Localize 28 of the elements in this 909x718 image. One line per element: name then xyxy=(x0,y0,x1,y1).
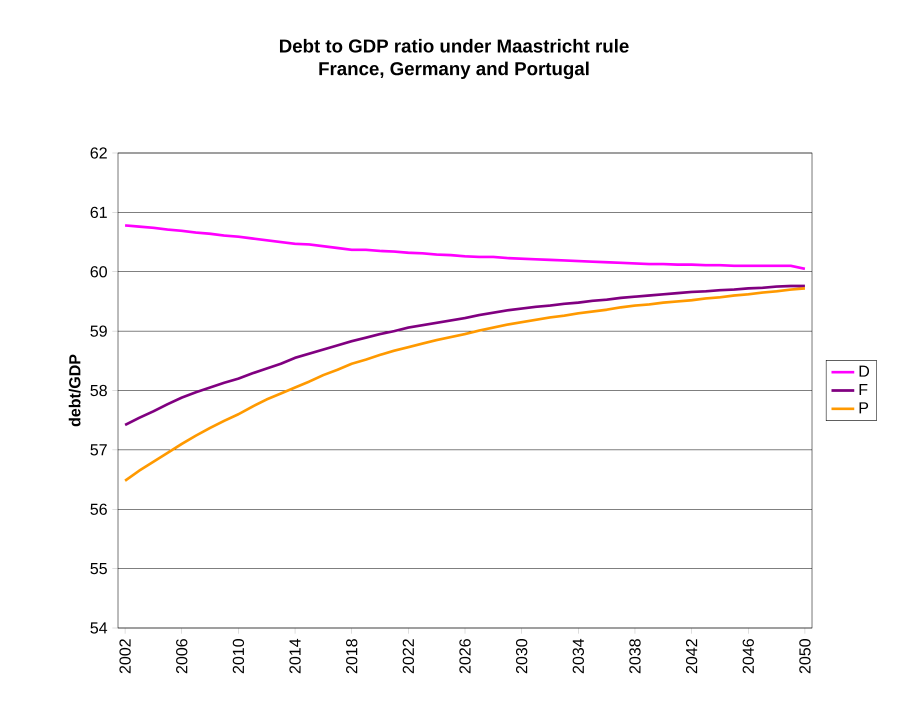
x-tick-label: 2014 xyxy=(289,638,301,674)
y-tick-label: 60 xyxy=(90,266,107,278)
legend-label: F xyxy=(860,384,868,395)
y-tick-label: 59 xyxy=(90,325,107,337)
y-tick-label: 61 xyxy=(90,206,107,218)
legend-label: D xyxy=(860,366,870,377)
x-tick-label: 2050 xyxy=(799,639,811,674)
y-tick-label: 58 xyxy=(90,384,107,396)
x-tick-label: 2002 xyxy=(119,639,131,674)
x-tick-label: 2026 xyxy=(459,639,471,674)
y-tick-label: 57 xyxy=(90,444,107,456)
y-tick-label: 62 xyxy=(90,147,107,159)
x-tick-label: 2030 xyxy=(516,639,528,674)
chart-title: Debt to GDP ratio under Maastricht rule xyxy=(280,38,629,53)
legend-label: P xyxy=(860,402,868,414)
x-tick-label: 2010 xyxy=(232,639,244,674)
chart-subtitle: France, Germany and Portugal xyxy=(319,62,589,80)
x-tick-label: 2034 xyxy=(572,638,584,674)
x-tick-label: 2006 xyxy=(176,639,188,674)
y-tick-label: 55 xyxy=(90,563,107,574)
y-tick-label: 54 xyxy=(90,622,108,634)
y-axis-title: debt/GDP xyxy=(68,354,81,426)
x-tick-label: 2038 xyxy=(629,639,641,674)
y-tick-label: 56 xyxy=(90,504,107,515)
x-tick-label: 2046 xyxy=(742,639,754,674)
x-tick-label: 2022 xyxy=(402,639,414,674)
x-tick-label: 2018 xyxy=(346,639,358,674)
x-tick-label: 2042 xyxy=(686,639,698,674)
